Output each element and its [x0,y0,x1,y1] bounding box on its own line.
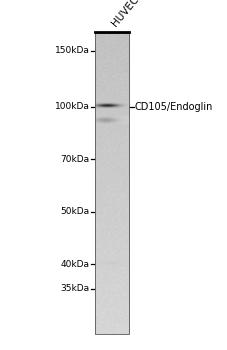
Text: 70kDa: 70kDa [60,155,89,164]
Text: 50kDa: 50kDa [60,207,89,216]
Text: 40kDa: 40kDa [60,260,89,269]
Text: 35kDa: 35kDa [60,284,89,293]
Text: CD105/Endoglin: CD105/Endoglin [134,102,212,112]
Text: 100kDa: 100kDa [54,102,89,111]
Text: HUVEC: HUVEC [109,0,140,28]
Text: 150kDa: 150kDa [54,46,89,55]
Bar [94,33,128,334]
